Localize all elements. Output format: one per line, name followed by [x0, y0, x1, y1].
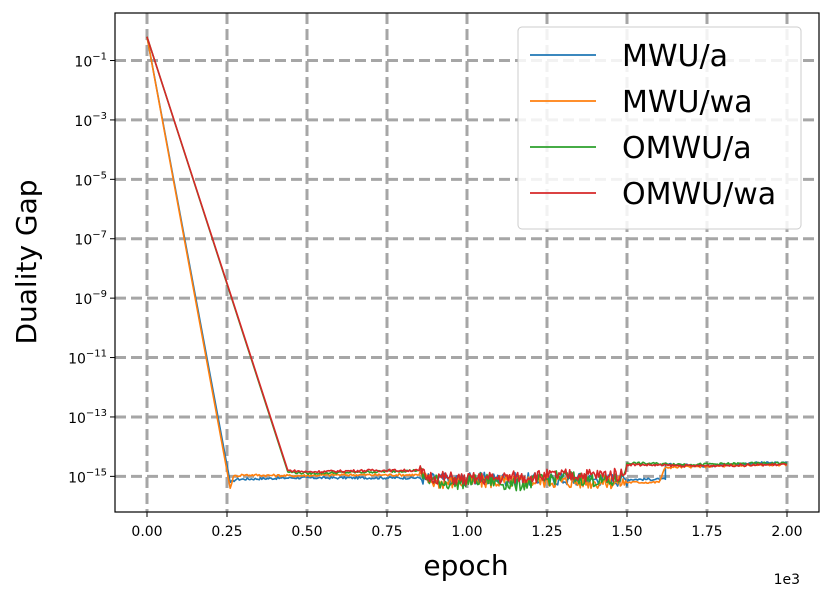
- x-tick-label: 1.50: [611, 524, 642, 540]
- legend-label: OMWU/wa: [622, 177, 776, 212]
- y-tick-base: 10: [68, 411, 86, 427]
- tick-layer: 0.00 0.25 0.50 0.75 1.00 1.25 1.50 1.75 2.0010−1…: [68, 52, 803, 540]
- y-tick-label: 10−1: [74, 52, 107, 71]
- y-tick-label: 10−7: [74, 230, 107, 249]
- y-tick-exponent: −7: [92, 230, 107, 241]
- x-axis-offset-label: 1e3: [774, 572, 800, 588]
- y-tick-label: 10−11: [68, 349, 107, 368]
- y-tick-exponent: −13: [86, 408, 107, 419]
- y-tick-base: 10: [68, 352, 86, 368]
- x-tick-label: 1.25: [531, 524, 562, 540]
- series-line-omwu-wa: [146, 36, 788, 486]
- y-tick-base: 10: [74, 173, 92, 189]
- x-tick-label: 0.75: [371, 524, 402, 540]
- y-tick-label: 10−13: [68, 408, 107, 427]
- y-tick-exponent: −9: [92, 289, 107, 300]
- x-tick-label: 1.00: [451, 524, 482, 540]
- y-tick-base: 10: [74, 292, 92, 308]
- legend: MWU/a MWU/wa OMWU/a OMWU/wa: [517, 26, 802, 230]
- series-layer: [146, 36, 788, 492]
- x-tick-label: 0.50: [291, 524, 322, 540]
- legend-box: [517, 26, 802, 230]
- legend-label: MWU/wa: [622, 85, 753, 120]
- legend-label: MWU/a: [622, 39, 728, 74]
- y-tick-exponent: −1: [92, 52, 107, 63]
- y-tick-base: 10: [68, 470, 86, 486]
- y-tick-exponent: −5: [92, 170, 107, 181]
- x-tick-label: 1.75: [691, 524, 722, 540]
- y-tick-label: 10−3: [74, 111, 107, 130]
- x-tick-label: 0.25: [211, 524, 242, 540]
- y-tick-base: 10: [74, 55, 92, 71]
- y-tick-exponent: −11: [86, 349, 107, 360]
- y-tick-label: 10−9: [74, 289, 107, 308]
- y-axis-title: Duality Gap: [10, 179, 43, 344]
- y-tick-exponent: −3: [92, 111, 107, 122]
- x-tick-label: 2.00: [771, 524, 802, 540]
- y-tick-exponent: −15: [86, 467, 107, 478]
- legend-label: OMWU/a: [622, 131, 752, 166]
- y-tick-base: 10: [74, 114, 92, 130]
- y-tick-label: 10−15: [68, 467, 107, 486]
- y-tick-base: 10: [74, 233, 92, 249]
- y-tick-label: 10−5: [74, 170, 107, 189]
- x-tick-label: 0.00: [131, 524, 162, 540]
- x-axis-title: epoch: [423, 549, 508, 582]
